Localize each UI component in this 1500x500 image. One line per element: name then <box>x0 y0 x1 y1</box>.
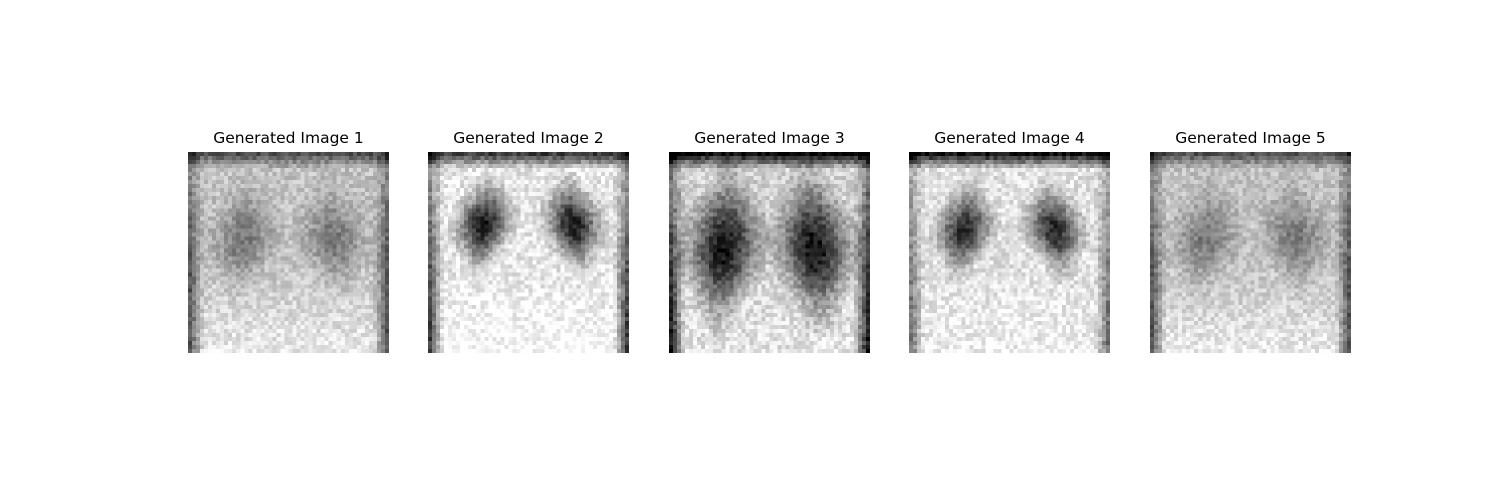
generated-image-5 <box>1150 152 1351 353</box>
generated-image-title-1: Generated Image 1 <box>213 129 364 147</box>
generated-image-4 <box>909 152 1110 353</box>
generated-image-panel-5: Generated Image 5 <box>1150 128 1351 353</box>
generated-image-title-2: Generated Image 2 <box>453 129 604 147</box>
generated-image-panel-4: Generated Image 4 <box>909 128 1110 353</box>
generated-image-2 <box>428 152 629 353</box>
generated-image-panel-3: Generated Image 3 <box>669 128 870 353</box>
generated-image-title-5: Generated Image 5 <box>1175 129 1326 147</box>
generated-image-panel-2: Generated Image 2 <box>428 128 629 353</box>
generated-image-panel-1: Generated Image 1 <box>188 128 389 353</box>
generated-image-title-4: Generated Image 4 <box>934 129 1085 147</box>
generated-image-3 <box>669 152 870 353</box>
generated-image-title-3: Generated Image 3 <box>694 129 845 147</box>
generated-image-1 <box>188 152 389 353</box>
